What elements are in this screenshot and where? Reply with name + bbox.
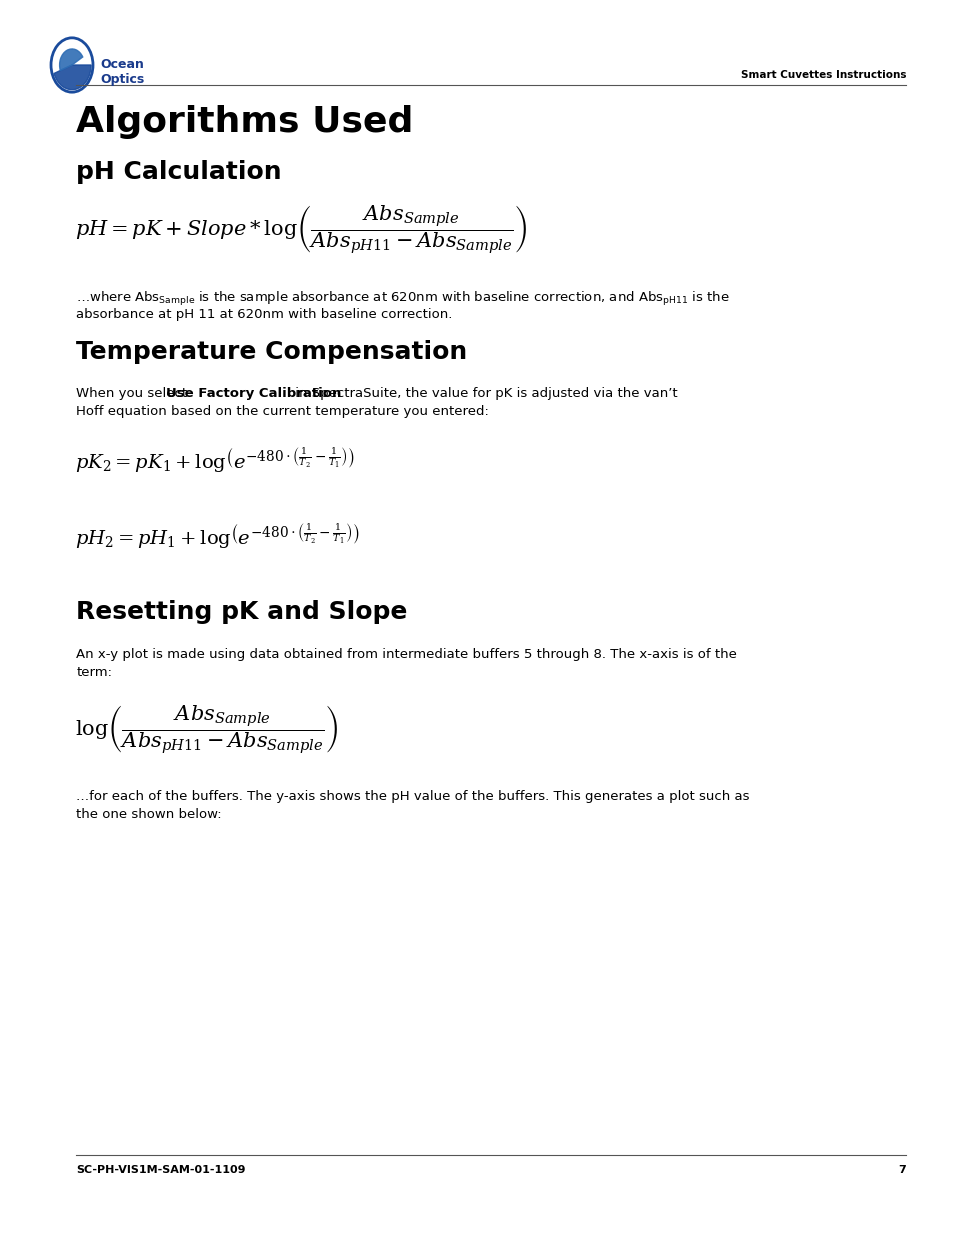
Text: the one shown below:: the one shown below: bbox=[76, 808, 222, 821]
Text: 7: 7 bbox=[898, 1165, 905, 1174]
Text: $\ldots$where Abs$_{\rm Sample}$ is the sample absorbance at 620nm with baseline: $\ldots$where Abs$_{\rm Sample}$ is the … bbox=[76, 290, 729, 308]
Text: SC-PH-VIS1M-SAM-01-1109: SC-PH-VIS1M-SAM-01-1109 bbox=[76, 1165, 246, 1174]
Text: Smart Cuvettes Instructions: Smart Cuvettes Instructions bbox=[740, 70, 905, 80]
Text: $pH_2 = pH_1 + \log\!\left(e^{-480 \cdot \left(\frac{1}{T_2} - \frac{1}{T_1}\rig: $pH_2 = pH_1 + \log\!\left(e^{-480 \cdot… bbox=[75, 520, 359, 550]
Wedge shape bbox=[59, 49, 83, 70]
Text: Ocean
Optics: Ocean Optics bbox=[100, 58, 144, 86]
Text: …for each of the buffers. The y-axis shows the pH value of the buffers. This gen: …for each of the buffers. The y-axis sho… bbox=[76, 790, 749, 803]
Text: Resetting pK and Slope: Resetting pK and Slope bbox=[76, 600, 407, 624]
Text: absorbance at pH 11 at 620nm with baseline correction.: absorbance at pH 11 at 620nm with baseli… bbox=[76, 308, 453, 321]
Text: Use Factory Calibration: Use Factory Calibration bbox=[166, 387, 341, 400]
Text: Hoff equation based on the current temperature you entered:: Hoff equation based on the current tempe… bbox=[76, 405, 489, 417]
Text: $pK_2 = pK_1 + \log\!\left(e^{-480 \cdot \left(\frac{1}{T_2} - \frac{1}{T_1}\rig: $pK_2 = pK_1 + \log\!\left(e^{-480 \cdot… bbox=[75, 446, 355, 474]
Text: Algorithms Used: Algorithms Used bbox=[76, 105, 414, 140]
Text: When you select: When you select bbox=[76, 387, 192, 400]
Text: $pH = pK + Slope * \log\!\left(\dfrac{Abs_{Sample}}{Abs_{pH11} - Abs_{Sample}}\r: $pH = pK + Slope * \log\!\left(\dfrac{Ab… bbox=[75, 204, 527, 257]
Text: in SpectraSuite, the value for pK is adjusted via the van’t: in SpectraSuite, the value for pK is adj… bbox=[291, 387, 677, 400]
Text: term:: term: bbox=[76, 666, 112, 679]
Text: Temperature Compensation: Temperature Compensation bbox=[76, 340, 467, 364]
Wedge shape bbox=[54, 65, 91, 90]
Text: $\log\!\left(\dfrac{Abs_{Sample}}{Abs_{pH11} - Abs_{Sample}}\right)$: $\log\!\left(\dfrac{Abs_{Sample}}{Abs_{p… bbox=[75, 704, 337, 757]
Text: An x-y plot is made using data obtained from intermediate buffers 5 through 8. T: An x-y plot is made using data obtained … bbox=[76, 648, 737, 661]
Text: pH Calculation: pH Calculation bbox=[76, 161, 282, 184]
